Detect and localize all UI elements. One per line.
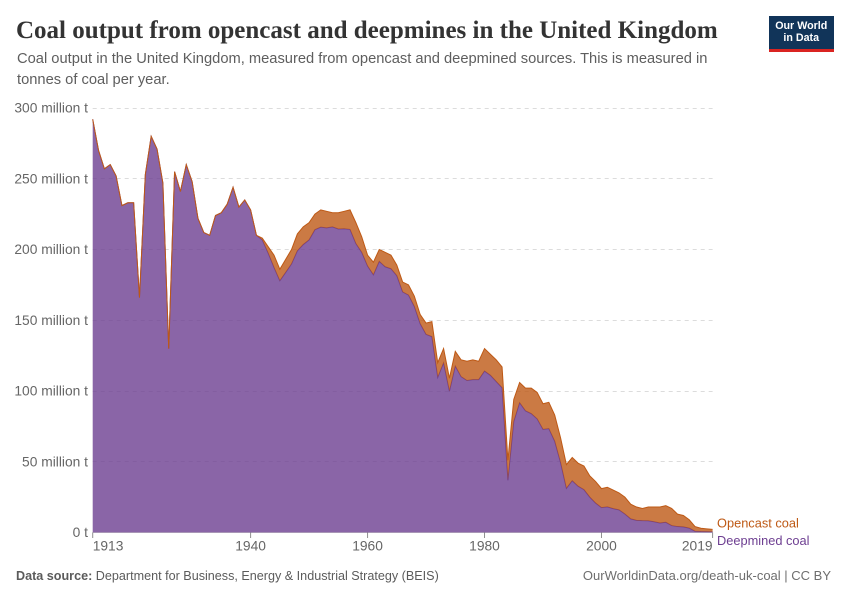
svg-text:300 million t: 300 million t — [14, 101, 88, 116]
svg-text:2000: 2000 — [586, 539, 617, 554]
svg-text:1980: 1980 — [469, 539, 500, 554]
svg-text:1940: 1940 — [235, 539, 266, 554]
svg-text:0 t: 0 t — [73, 525, 89, 540]
svg-text:100 million t: 100 million t — [14, 384, 88, 399]
svg-text:1960: 1960 — [352, 539, 383, 554]
svg-text:2019: 2019 — [682, 539, 713, 554]
svg-text:1913: 1913 — [93, 539, 124, 554]
svg-text:50 million t: 50 million t — [22, 454, 88, 469]
svg-text:200 million t: 200 million t — [14, 242, 88, 257]
svg-text:Opencast coal: Opencast coal — [717, 516, 799, 531]
svg-text:150 million t: 150 million t — [14, 313, 88, 328]
svg-text:250 million t: 250 million t — [14, 171, 88, 186]
svg-text:Deepmined coal: Deepmined coal — [717, 533, 809, 548]
